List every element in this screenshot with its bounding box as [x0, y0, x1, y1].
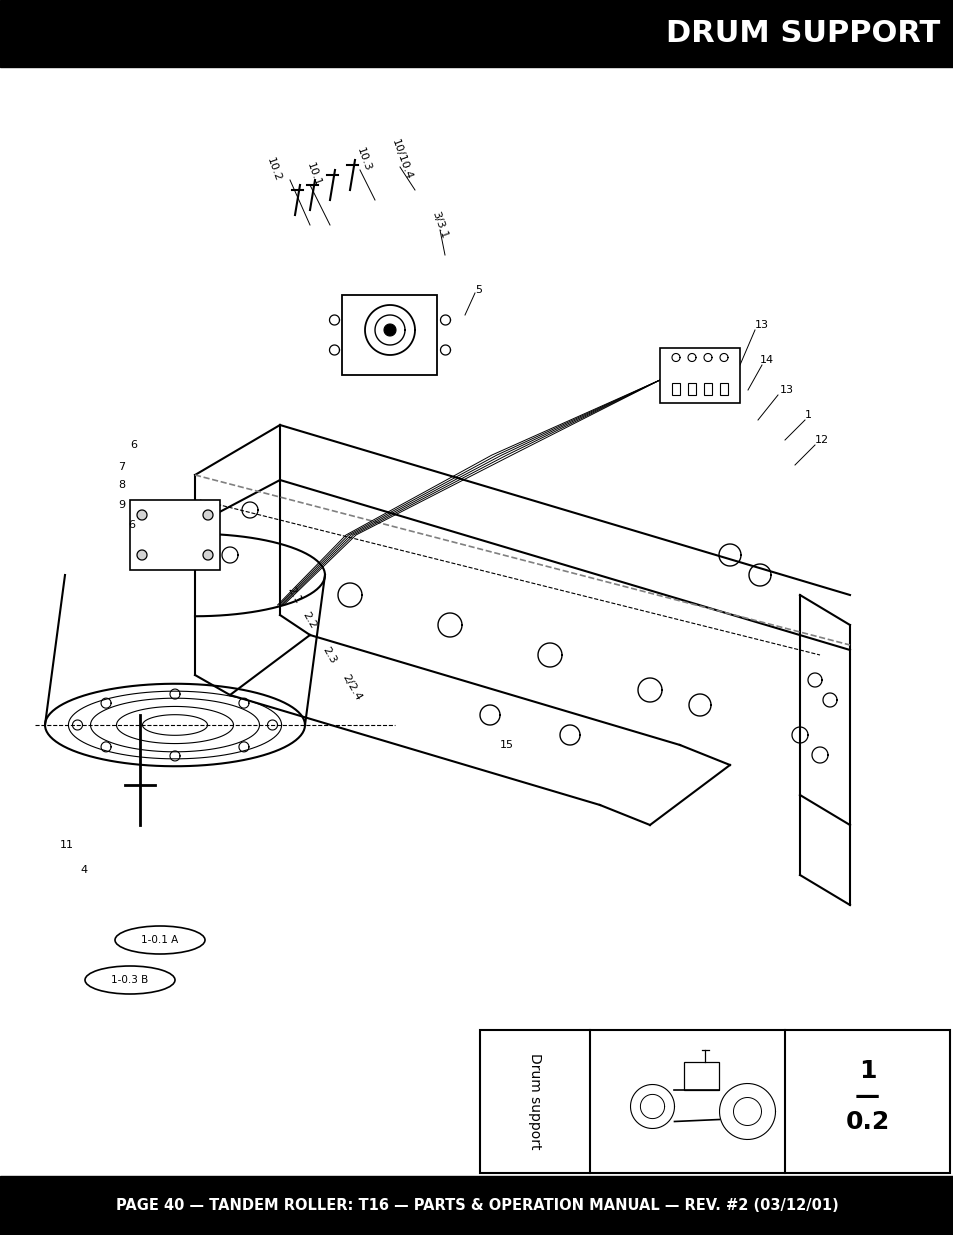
Bar — [703, 383, 711, 394]
Text: 8: 8 — [118, 480, 125, 490]
Polygon shape — [203, 510, 213, 520]
Bar — [671, 383, 679, 394]
Bar — [342, 295, 437, 375]
Text: 5: 5 — [475, 285, 481, 295]
Text: 2/2.4: 2/2.4 — [339, 672, 363, 701]
Text: 3/3.1: 3/3.1 — [430, 210, 449, 240]
Text: 10/10.4: 10/10.4 — [390, 138, 414, 182]
Polygon shape — [137, 550, 147, 559]
Text: 2.1: 2.1 — [285, 585, 302, 605]
Text: 12: 12 — [814, 435, 828, 445]
Text: 2.2: 2.2 — [299, 610, 317, 630]
Text: 7: 7 — [118, 462, 125, 472]
Text: 1-0.3 B: 1-0.3 B — [112, 974, 149, 986]
Text: 4: 4 — [80, 864, 87, 876]
Text: 13: 13 — [780, 385, 793, 395]
Text: 10.1: 10.1 — [305, 162, 322, 188]
Text: 1: 1 — [804, 410, 811, 420]
Text: 15: 15 — [499, 740, 514, 750]
Text: 10.3: 10.3 — [355, 147, 373, 173]
Text: 10.2: 10.2 — [265, 157, 283, 183]
Text: 1
—
0.2: 1 — 0.2 — [844, 1058, 889, 1135]
Bar — [0, 0, 953, 67]
Text: 11: 11 — [60, 840, 74, 850]
Bar — [479, 1030, 949, 1173]
Polygon shape — [203, 550, 213, 559]
Text: 13: 13 — [754, 320, 768, 330]
Bar — [684, 1062, 719, 1089]
Bar — [659, 347, 740, 403]
Text: Drum support: Drum support — [527, 1053, 541, 1150]
Text: 9: 9 — [118, 500, 125, 510]
Polygon shape — [384, 324, 395, 336]
Text: 6: 6 — [130, 440, 137, 450]
Text: 1-0.1 A: 1-0.1 A — [141, 935, 178, 945]
Bar — [0, 1176, 953, 1235]
Text: 6: 6 — [128, 520, 135, 530]
Bar — [130, 500, 220, 571]
Text: 14: 14 — [760, 354, 773, 366]
Bar — [720, 383, 727, 394]
Bar — [687, 383, 696, 394]
Ellipse shape — [85, 966, 174, 994]
Text: DRUM SUPPORT: DRUM SUPPORT — [665, 19, 939, 48]
Polygon shape — [137, 510, 147, 520]
Text: 2.3: 2.3 — [319, 645, 337, 666]
Text: PAGE 40 — TANDEM ROLLER: T16 — PARTS & OPERATION MANUAL — REV. #2 (03/12/01): PAGE 40 — TANDEM ROLLER: T16 — PARTS & O… — [115, 1198, 838, 1213]
Ellipse shape — [115, 926, 205, 953]
